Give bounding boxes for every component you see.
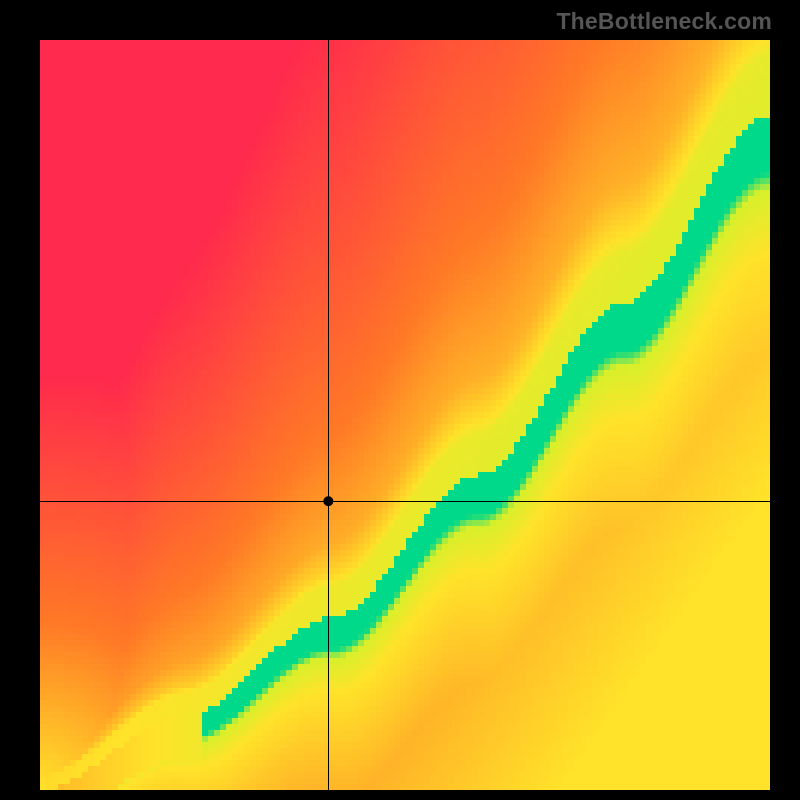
bottleneck-heatmap [0,0,800,800]
watermark-text: TheBottleneck.com [556,8,772,35]
chart-frame: { "watermark": { "text": "TheBottleneck.… [0,0,800,800]
